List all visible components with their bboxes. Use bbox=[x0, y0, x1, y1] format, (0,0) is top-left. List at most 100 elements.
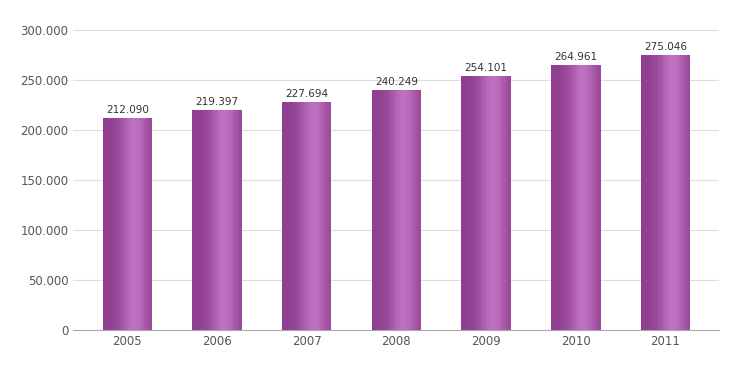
Bar bbox=[507, 76, 509, 330]
Bar bbox=[138, 118, 139, 330]
Text: 254.101: 254.101 bbox=[465, 63, 508, 73]
Bar bbox=[471, 76, 473, 330]
Bar bbox=[329, 102, 330, 330]
Bar bbox=[197, 110, 198, 330]
Bar bbox=[325, 102, 327, 330]
Bar bbox=[131, 118, 132, 330]
Bar bbox=[218, 110, 219, 330]
Bar bbox=[198, 110, 200, 330]
Bar bbox=[480, 76, 482, 330]
Bar bbox=[506, 76, 507, 330]
Bar bbox=[327, 102, 329, 330]
Bar bbox=[575, 65, 576, 330]
Bar bbox=[211, 110, 212, 330]
Bar bbox=[658, 55, 659, 330]
Bar bbox=[411, 90, 413, 330]
Bar bbox=[288, 102, 289, 330]
Bar bbox=[491, 76, 493, 330]
Bar bbox=[125, 118, 126, 330]
Bar bbox=[568, 65, 570, 330]
Bar bbox=[387, 90, 388, 330]
Bar bbox=[683, 55, 684, 330]
Bar bbox=[110, 118, 112, 330]
Bar bbox=[297, 102, 298, 330]
Bar bbox=[504, 76, 505, 330]
Bar bbox=[214, 110, 216, 330]
Bar bbox=[217, 110, 218, 330]
Bar bbox=[136, 118, 137, 330]
Bar bbox=[669, 55, 671, 330]
Bar bbox=[388, 90, 389, 330]
Bar bbox=[495, 76, 496, 330]
Bar bbox=[641, 55, 642, 330]
Bar bbox=[468, 76, 469, 330]
Bar bbox=[192, 110, 194, 330]
Bar bbox=[469, 76, 470, 330]
Bar bbox=[553, 65, 555, 330]
Bar bbox=[309, 102, 310, 330]
Bar bbox=[238, 110, 239, 330]
Bar bbox=[112, 118, 114, 330]
Bar bbox=[389, 90, 390, 330]
Bar bbox=[420, 90, 421, 330]
Bar bbox=[668, 55, 669, 330]
Bar bbox=[123, 118, 125, 330]
Bar bbox=[509, 76, 511, 330]
Bar bbox=[221, 110, 222, 330]
Bar bbox=[652, 55, 653, 330]
Bar bbox=[404, 90, 405, 330]
Bar bbox=[330, 102, 332, 330]
Bar bbox=[400, 90, 401, 330]
Bar bbox=[650, 55, 651, 330]
Bar bbox=[570, 65, 571, 330]
Bar bbox=[643, 55, 644, 330]
Bar bbox=[416, 90, 418, 330]
Bar bbox=[240, 110, 241, 330]
Bar bbox=[653, 55, 655, 330]
Bar bbox=[383, 90, 384, 330]
Bar bbox=[677, 55, 678, 330]
Bar bbox=[664, 55, 666, 330]
Bar bbox=[406, 90, 407, 330]
Bar bbox=[675, 55, 677, 330]
Bar bbox=[291, 102, 292, 330]
Bar bbox=[593, 65, 595, 330]
Bar bbox=[120, 118, 121, 330]
Bar bbox=[657, 55, 658, 330]
Bar bbox=[229, 110, 230, 330]
Bar bbox=[557, 65, 559, 330]
Bar bbox=[561, 65, 562, 330]
Bar bbox=[475, 76, 476, 330]
Bar bbox=[294, 102, 296, 330]
Bar bbox=[296, 102, 297, 330]
Bar bbox=[673, 55, 675, 330]
Bar bbox=[385, 90, 387, 330]
Bar bbox=[648, 55, 650, 330]
Bar bbox=[228, 110, 229, 330]
Bar bbox=[473, 76, 475, 330]
Bar bbox=[577, 65, 578, 330]
Bar bbox=[313, 102, 314, 330]
Bar bbox=[663, 55, 664, 330]
Bar bbox=[305, 102, 307, 330]
Bar bbox=[405, 90, 407, 330]
Bar bbox=[223, 110, 225, 330]
Bar bbox=[562, 65, 564, 330]
Bar bbox=[410, 90, 411, 330]
Bar bbox=[644, 55, 646, 330]
Bar bbox=[222, 110, 223, 330]
Bar bbox=[106, 118, 108, 330]
Bar bbox=[465, 76, 466, 330]
Text: 227.694: 227.694 bbox=[285, 89, 328, 99]
Bar bbox=[670, 55, 672, 330]
Bar bbox=[402, 90, 404, 330]
Bar bbox=[143, 118, 145, 330]
Bar bbox=[497, 76, 498, 330]
Bar bbox=[393, 90, 394, 330]
Bar bbox=[682, 55, 683, 330]
Text: 219.397: 219.397 bbox=[195, 98, 239, 108]
Bar bbox=[462, 76, 464, 330]
Bar bbox=[588, 65, 589, 330]
Bar bbox=[582, 65, 584, 330]
Bar bbox=[498, 76, 500, 330]
